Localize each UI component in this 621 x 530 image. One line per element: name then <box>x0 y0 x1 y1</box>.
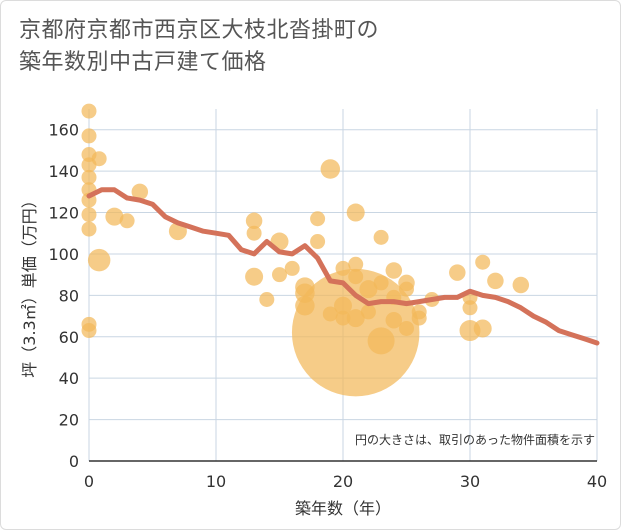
bubble-point <box>473 319 492 338</box>
bubble-point <box>87 248 111 272</box>
title-line-1: 京都府京都市西京区大枝北沓掛町の <box>19 18 380 43</box>
bubble-point <box>81 169 97 185</box>
bubble-layer <box>81 103 530 397</box>
x-tick-label: 10 <box>206 472 226 491</box>
x-tick-label: 40 <box>587 472 607 491</box>
bubble-point <box>475 254 491 270</box>
x-axis-label: 築年数（年） <box>295 499 391 518</box>
bubble-point <box>449 264 466 281</box>
bubble-point <box>245 267 264 286</box>
bubble-point <box>367 327 395 355</box>
x-tick-label: 20 <box>333 472 353 491</box>
bubble-point <box>360 304 376 320</box>
bubble-point <box>259 291 275 307</box>
bubble-point <box>245 212 263 230</box>
bubble-point <box>487 272 504 290</box>
bubble-point <box>385 262 403 279</box>
x-tick-label: 0 <box>84 472 94 491</box>
y-tick-label: 20 <box>59 411 79 430</box>
y-tick-label: 0 <box>69 452 79 471</box>
y-tick-label: 40 <box>59 369 79 388</box>
bubble-point <box>81 221 97 237</box>
y-tick-labels: 0 20 40 60 80 100 120 140 160 <box>48 121 79 471</box>
bubble-point <box>81 103 97 119</box>
y-tick-label: 160 <box>48 121 79 140</box>
y-tick-label: 80 <box>59 286 79 305</box>
bubble-point <box>131 183 149 201</box>
bubble-point <box>346 203 365 222</box>
bubble-point <box>284 260 300 276</box>
y-tick-label: 120 <box>48 204 79 223</box>
bubble-point <box>462 300 478 316</box>
chart-title: 京都府京都市西京区大枝北沓掛町の 築年数別中古戸建て価格 <box>19 15 379 79</box>
bubble-point <box>105 207 124 226</box>
bubble-point <box>320 159 341 179</box>
bubble-point <box>81 323 97 339</box>
bubble-point <box>373 275 389 291</box>
bubble-point <box>359 280 378 299</box>
size-note: 円の大きさは、取引のあった物件面積を示す <box>355 432 595 447</box>
y-axis-label: 坪（3.3㎡）単価（万円） <box>20 192 39 377</box>
bubble-point <box>310 234 326 250</box>
bubble-point <box>512 276 530 294</box>
bubble-point <box>348 256 364 272</box>
bubble-point <box>399 281 414 297</box>
y-tick-label: 60 <box>59 328 79 347</box>
y-tick-label: 100 <box>48 245 79 264</box>
bubble-point <box>119 213 135 229</box>
x-tick-label: 30 <box>460 472 480 491</box>
bubble-point <box>399 320 414 336</box>
trend-line <box>86 187 600 346</box>
bubble-point <box>272 267 287 283</box>
bubble-point <box>385 311 403 329</box>
bubble-point <box>373 229 389 245</box>
title-line-2: 築年数別中古戸建て価格 <box>19 50 267 75</box>
bubble-point <box>310 211 326 227</box>
bubble-point <box>411 310 427 326</box>
x-tick-labels: 0 10 20 30 40 <box>84 472 607 491</box>
bubble-point <box>246 225 262 241</box>
bubble-point <box>81 207 97 223</box>
bubble-point <box>91 151 107 167</box>
y-tick-label: 140 <box>48 162 79 181</box>
bubble-point <box>81 128 97 144</box>
